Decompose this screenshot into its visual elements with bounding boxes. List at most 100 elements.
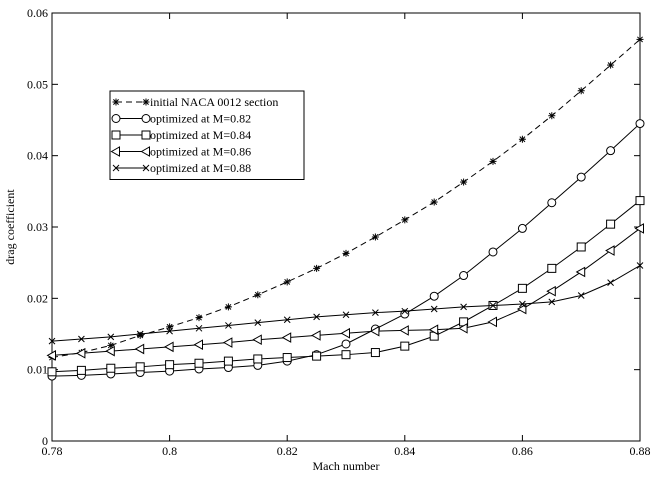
legend-label: optimized at M=0.84 — [150, 128, 251, 142]
data-point — [48, 337, 56, 345]
data-point — [401, 307, 409, 315]
data-point — [283, 316, 291, 324]
legend-entry: optimized at M=0.88 — [112, 161, 251, 175]
data-point — [78, 335, 85, 343]
x-tick-label: 0.78 — [42, 444, 63, 458]
legend-entry: optimized at M=0.84 — [111, 128, 251, 142]
data-point — [635, 196, 645, 206]
data-point — [429, 291, 439, 301]
x-tick-label: 0.88 — [630, 444, 651, 458]
data-point — [635, 119, 645, 129]
series-square — [47, 196, 645, 377]
data-point — [369, 325, 380, 337]
data-point — [252, 334, 262, 346]
data-point — [577, 292, 585, 299]
legend-marker — [142, 164, 150, 172]
data-point — [47, 367, 57, 377]
data-point — [281, 332, 292, 343]
data-point — [607, 279, 614, 286]
data-point — [606, 146, 616, 156]
data-point — [222, 337, 233, 348]
data-point — [195, 314, 203, 322]
data-point — [517, 283, 527, 293]
data-point — [576, 242, 586, 252]
data-point — [76, 365, 86, 375]
series-layer — [46, 35, 645, 381]
data-point — [547, 198, 557, 208]
data-point — [548, 112, 556, 120]
data-point — [107, 341, 115, 349]
legend-marker — [111, 114, 121, 123]
data-point — [75, 347, 86, 359]
data-point — [224, 303, 232, 311]
legend-label: optimized at M=0.88 — [150, 161, 251, 175]
data-point — [606, 219, 616, 229]
data-point — [576, 172, 586, 182]
y-tick-label: 0.03 — [27, 220, 48, 234]
data-point — [458, 322, 468, 334]
data-point — [516, 303, 527, 315]
x-tick-label: 0.8 — [162, 444, 177, 458]
data-point — [488, 247, 498, 257]
data-point — [105, 345, 115, 357]
y-tick-label: 0.04 — [27, 149, 48, 163]
data-point — [165, 360, 175, 370]
data-point — [282, 353, 292, 363]
data-point — [195, 324, 203, 332]
y-tick-label: 0 — [42, 434, 48, 448]
data-point — [460, 303, 467, 311]
legend-label: initial NACA 0012 section — [150, 95, 278, 109]
data-point — [341, 339, 351, 349]
data-point — [370, 348, 380, 358]
y-tick-label: 0.01 — [27, 363, 48, 377]
data-point — [136, 331, 144, 339]
data-point — [489, 157, 497, 165]
data-point — [487, 316, 497, 328]
data-point — [254, 291, 262, 299]
data-point — [106, 363, 116, 373]
data-point — [605, 245, 615, 256]
legend-marker — [110, 146, 120, 157]
y-axis-label: drag coefficient — [3, 189, 17, 265]
x-tick-label: 0.86 — [512, 444, 533, 458]
legend-marker — [111, 130, 121, 140]
data-point — [164, 341, 174, 353]
data-point — [577, 87, 585, 95]
legend-entry: initial NACA 0012 section — [112, 95, 278, 109]
legend-entry: optimized at M=0.86 — [110, 145, 251, 159]
data-point — [136, 330, 144, 338]
data-point — [342, 249, 350, 257]
data-point — [166, 323, 174, 331]
data-point — [575, 266, 586, 278]
legend-entry: optimized at M=0.82 — [111, 112, 251, 126]
data-point — [371, 233, 379, 241]
series-star — [48, 35, 644, 362]
data-point — [430, 198, 438, 206]
legend-marker — [142, 98, 150, 106]
legend-marker — [112, 164, 120, 172]
data-point — [283, 278, 291, 286]
data-point — [548, 298, 556, 306]
data-point — [107, 333, 115, 341]
data-point — [372, 309, 379, 316]
data-point — [546, 285, 556, 297]
data-point — [459, 271, 469, 281]
x-tick-label: 0.84 — [394, 444, 415, 458]
legend-label: optimized at M=0.82 — [150, 112, 251, 126]
data-point — [399, 325, 409, 336]
legend-marker — [112, 98, 120, 106]
legend-marker — [140, 146, 150, 157]
data-point — [519, 300, 526, 308]
axis-ticks: 0.78 0.8 0.82 0.84 0.86 0.88 0 0.01 0.02 0.03 0.04… — [27, 6, 651, 458]
data-point — [428, 324, 439, 336]
data-point — [400, 341, 410, 351]
data-point — [313, 264, 321, 272]
data-point — [225, 322, 232, 329]
legend-label: optimized at M=0.86 — [150, 145, 251, 159]
data-point — [223, 356, 233, 366]
data-point — [134, 343, 145, 355]
data-point — [313, 313, 320, 321]
data-point — [401, 216, 409, 224]
legend-box — [109, 90, 305, 180]
